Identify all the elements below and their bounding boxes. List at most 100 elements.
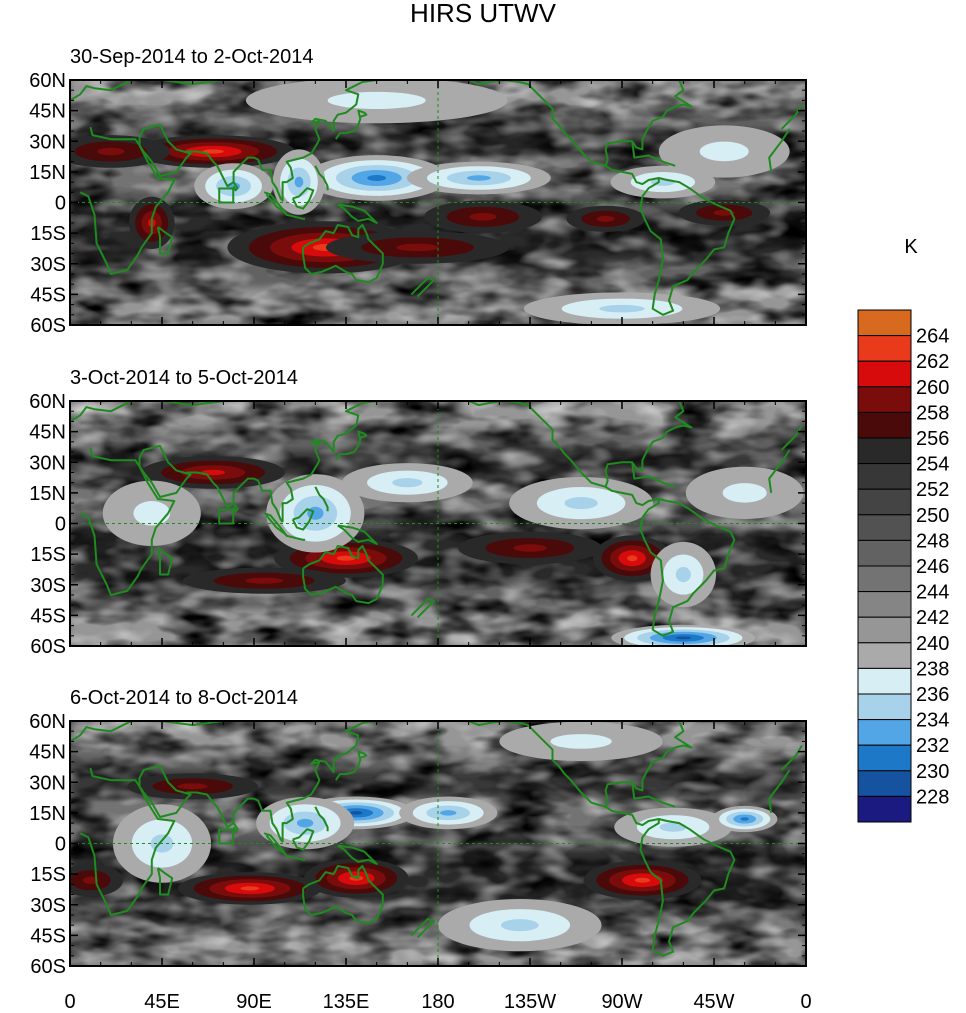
y-tick-label: 15S <box>30 544 66 566</box>
coastline <box>156 547 174 576</box>
coastline <box>286 534 306 541</box>
y-tick-label: 60S <box>30 315 66 337</box>
colorbar-label: 260 <box>916 377 949 399</box>
coastline <box>604 80 693 167</box>
coastline <box>291 508 315 531</box>
coastline <box>70 721 803 771</box>
colorbar-label: 246 <box>916 556 949 578</box>
field-feature <box>399 796 498 830</box>
contour-level <box>627 555 638 562</box>
coastline-overlay <box>70 68 806 325</box>
contour-level <box>336 555 356 561</box>
contour-level <box>177 783 208 790</box>
x-tick-label: 0 <box>800 991 811 1013</box>
field-feature <box>131 135 295 168</box>
coastline <box>286 213 306 220</box>
colorbar-swatch <box>857 770 912 797</box>
y-tick-label: 45N <box>29 101 66 123</box>
coastline <box>138 764 192 818</box>
y-tick-label: 45S <box>30 925 66 947</box>
map-frame: 60N 45N 30N 15N 0 15S 30S 45S 60S <box>29 711 807 978</box>
contour-level <box>675 636 692 640</box>
colorbar-swatch <box>857 309 912 337</box>
field-feature <box>406 161 551 195</box>
contour-level <box>740 817 749 821</box>
coastline <box>337 524 378 545</box>
coastline <box>631 462 676 488</box>
coastline <box>232 822 239 833</box>
coastline <box>768 449 791 494</box>
field-feature <box>177 872 322 905</box>
field-feature <box>70 135 170 168</box>
colorbar-swatch <box>857 795 912 823</box>
colorbar-label: 236 <box>916 684 949 706</box>
y-tick-label: 45S <box>30 284 66 306</box>
coastline <box>314 165 329 191</box>
panel-label: 6-Oct-2014 to 8-Oct-2014 <box>70 687 298 709</box>
contour-level <box>349 811 363 815</box>
y-tick-label: 60N <box>29 70 66 92</box>
field-feature <box>182 567 346 594</box>
field-feature <box>509 476 654 530</box>
y-tick-label: 60N <box>29 711 66 733</box>
coastline <box>314 486 329 512</box>
contour-level <box>469 213 497 221</box>
chart-title: HIRS UTWV <box>410 0 557 28</box>
coastline <box>410 277 435 298</box>
coastline <box>337 844 378 865</box>
colorbar-label: 238 <box>916 658 949 680</box>
colorbar-swatch <box>857 488 912 516</box>
coastline <box>334 109 368 140</box>
colorbar-swatch <box>857 642 912 669</box>
field-feature <box>127 773 259 800</box>
coastline <box>768 769 791 814</box>
colorbar-label: 256 <box>916 428 949 450</box>
colorbar-swatch <box>857 386 912 413</box>
coastline <box>604 721 693 808</box>
coastline <box>604 401 693 488</box>
colorbar-label: 234 <box>916 710 949 732</box>
field-feature <box>325 231 510 264</box>
coastline <box>291 187 315 210</box>
coastline <box>70 80 803 130</box>
coastline <box>768 128 791 173</box>
contour-level <box>550 734 612 749</box>
y-tick-label: 15N <box>29 803 66 825</box>
coastline <box>337 203 378 224</box>
coastline <box>410 918 435 939</box>
y-tick-label: 45N <box>29 742 66 764</box>
colorbar-label: 228 <box>916 786 949 808</box>
contour-level <box>367 175 387 181</box>
contour-level <box>500 919 539 932</box>
colorbar-label: 250 <box>916 505 949 527</box>
colorbar-label: 264 <box>916 326 949 348</box>
y-tick-label: 60S <box>30 636 66 658</box>
field-feature <box>650 541 717 608</box>
coastline <box>232 502 239 513</box>
contour-level <box>327 91 426 109</box>
x-tick-label: 180 <box>421 991 454 1013</box>
y-tick-label: 45N <box>29 422 66 444</box>
colorbar-swatch <box>857 539 912 567</box>
field-feature <box>304 155 449 201</box>
contour-level <box>513 544 547 552</box>
coastline <box>314 806 329 832</box>
field-feature <box>424 200 542 234</box>
coastline <box>753 68 765 74</box>
field-feature <box>102 480 201 546</box>
contour-level <box>396 243 439 252</box>
contour-level <box>659 822 687 832</box>
coastline <box>156 867 174 896</box>
colorbar-label: 248 <box>916 530 949 552</box>
field-feature <box>614 807 732 847</box>
panel-2: 3-Oct-2014 to 5-Oct-2014 60N 45N 30N 15N 0 15… <box>29 367 807 658</box>
field-feature <box>256 796 355 850</box>
field-feature <box>438 899 602 952</box>
coastline <box>138 444 192 498</box>
contour-level <box>245 577 284 584</box>
colorbar-label: 258 <box>916 402 949 424</box>
colorbar-swatch <box>857 744 912 772</box>
y-tick-label: 60S <box>30 956 66 978</box>
field-feature <box>685 466 804 520</box>
